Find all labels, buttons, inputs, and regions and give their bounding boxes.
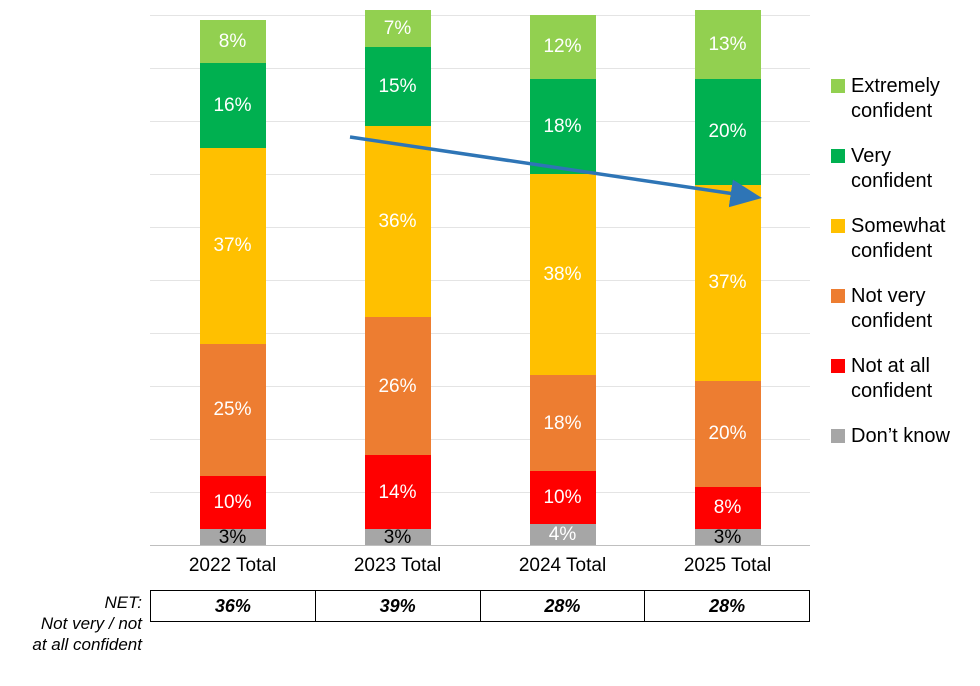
bar-segment-label: 3% [218,526,247,548]
legend-swatch-icon [831,219,845,233]
bar-segment: 8% [199,20,266,63]
bar-segment-label: 26% [378,375,417,397]
bar-segment-label: 12% [543,36,582,58]
bar-segment-label: 38% [543,264,582,286]
legend-item: Not at all confident [831,354,963,404]
net-table-label: NET: Not very / not at all confident [0,592,142,655]
legend-label: Very confident [851,145,933,192]
bar-segment-label: 7% [383,17,412,39]
net-table-cell: 28% [479,591,645,621]
legend-item: Somewhat confident [831,214,963,264]
bar-segment-label: 3% [383,526,412,548]
bar-segment-label: 8% [713,497,742,519]
legend-label: Not at all confident [851,355,933,402]
bar-segment: 37% [694,184,761,381]
bar-segment-label: 25% [213,399,252,421]
bar-segment: 3% [364,526,431,548]
gridline [150,386,810,387]
x-axis-label: 2023 Total [353,555,442,576]
bar-segment: 37% [199,147,266,344]
bar-segment-label: 36% [378,211,417,233]
net-table-cell: 28% [644,591,809,621]
bar-segment: 36% [364,126,431,318]
legend-label: Not very confident [851,285,933,332]
legend-swatch-icon [831,289,845,303]
legend-item: Extremely confident [831,74,963,124]
bar-segment: 25% [199,343,266,477]
bar-segment-label: 16% [213,94,252,116]
legend-swatch-icon [831,359,845,373]
bar-segment: 10% [529,470,596,524]
bar-segment-label: 15% [378,76,417,98]
bar-segment-label: 10% [213,492,252,514]
bar-column: 4% 10% 18% 38% 18% 12% [529,15,596,545]
legend-swatch-icon [831,149,845,163]
legend-swatch-icon [831,429,845,443]
bar-segment: 26% [364,317,431,455]
bar-segment: 7% [364,9,431,47]
bar-column: 3% 14% 26% 36% 15% 7% [364,9,431,548]
gridline [150,68,810,69]
bar-segment-label: 20% [708,423,747,445]
x-axis-line [150,545,810,546]
bar-segment: 15% [364,46,431,127]
bar-segment: 16% [199,62,266,148]
legend-label: Extremely confident [851,75,940,122]
gridline [150,227,810,228]
bar-segment-label: 18% [543,115,582,137]
net-label-line2: Not very / not [40,614,142,633]
legend: Extremely confident Very confident Somewha… [831,74,963,449]
bar-segment: 20% [694,380,761,487]
bar-column: 3% 10% 25% 37% 16% 8% [199,20,266,548]
legend-item: Not very confident [831,284,963,334]
bar-segment: 12% [529,15,596,79]
x-axis-label: 2022 Total [188,555,277,576]
bar-segment-label: 3% [713,526,742,548]
gridline [150,333,810,334]
bar-segment: 18% [529,78,596,175]
bar-segment: 8% [694,486,761,530]
bar-segment-label: 14% [378,481,417,503]
bar-segment-label: 8% [218,31,247,53]
gridline [150,15,810,16]
legend-label: Don’t know [851,425,950,447]
bar-segment: 3% [694,526,761,548]
bar-segment-label: 18% [543,412,582,434]
bar-segment: 20% [694,78,761,185]
bar-segment-label: 37% [708,272,747,294]
bar-segment: 13% [694,9,761,79]
x-axis-label: 2024 Total [518,555,607,576]
bar-segment: 18% [529,375,596,471]
bar-segment-label: 37% [213,235,252,257]
bar-segment: 3% [199,526,266,548]
net-table-cell: 39% [314,591,480,621]
gridline [150,121,810,122]
net-table-cell: 36% [214,595,251,616]
bar-segment: 4% [529,523,596,545]
legend-item: Very confident [831,144,963,194]
legend-item: Don’t know [831,424,963,449]
gridline [150,280,810,281]
legend-swatch-icon [831,79,845,93]
bar-segment-label: 4% [548,523,577,545]
legend-label: Somewhat confident [851,215,946,262]
bar-segment-label: 20% [708,121,747,143]
net-label-line3: at all confident [32,635,142,654]
gridline [150,492,810,493]
bar-column: 3% 8% 20% 37% 20% 13% [694,9,761,548]
net-table: 36% 39% 28% 28% [150,590,810,622]
x-axis-label: 2025 Total [683,555,772,576]
gridline [150,439,810,440]
bar-segment-label: 13% [708,33,747,55]
net-label-line1: NET: [104,593,142,612]
bar-segment-label: 10% [543,486,582,508]
bar-segment: 38% [529,174,596,376]
bar-segment: 14% [364,454,431,530]
bar-segment: 10% [199,476,266,530]
